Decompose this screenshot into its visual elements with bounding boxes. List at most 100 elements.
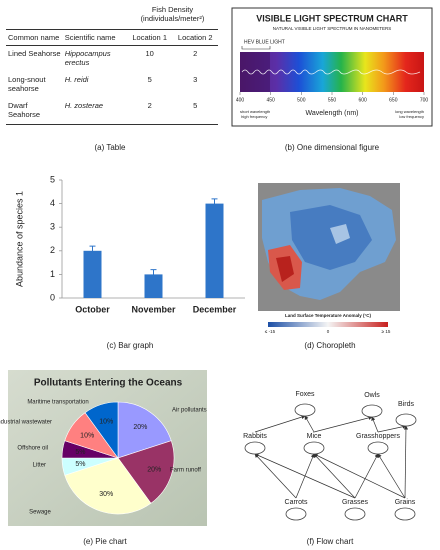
column-header: Common name	[6, 29, 63, 46]
data-table: Fish Density (individuals/meter²) Common…	[6, 2, 218, 125]
x-axis-label: Wavelength (nm)	[305, 110, 358, 117]
animal-sketch	[367, 441, 389, 455]
mild-region	[330, 224, 350, 244]
value-label: 20%	[147, 467, 161, 474]
group-header: Fish Density (individuals/meter²)	[140, 5, 205, 23]
bar	[144, 274, 163, 298]
cold-region	[290, 205, 372, 270]
arrow	[254, 453, 297, 499]
caption: (c) Bar graph	[107, 341, 154, 350]
slice-label: Litter	[33, 463, 46, 469]
value-label: 5%	[75, 461, 85, 468]
slice-label: Sewage	[29, 510, 51, 516]
y-tick-label: 4	[50, 198, 55, 208]
animal-sketch	[394, 507, 416, 521]
x-tick-label: 550	[328, 97, 337, 103]
caption: (a) Table	[95, 143, 127, 152]
x-tick-label: 650	[389, 97, 398, 103]
caption: (d) Choropleth	[304, 341, 355, 350]
animal-sketch	[244, 441, 266, 455]
cell: Long-snout seahorse	[8, 75, 46, 93]
note-line: short wavelength	[240, 109, 270, 114]
arrow	[313, 453, 356, 499]
node-label: Grasshoppers	[356, 433, 400, 440]
node-label: Carrots	[285, 499, 308, 506]
cell	[63, 2, 127, 30]
y-tick-label: 3	[50, 222, 55, 232]
band-label: HEV BLUE LIGHT	[244, 39, 285, 45]
cell: 2	[126, 98, 173, 125]
arrow	[254, 415, 306, 433]
map-legend-bar	[268, 322, 388, 327]
x-tick-label: 700	[420, 97, 429, 103]
x-tick-label: 500	[297, 97, 306, 103]
animal-sketch	[285, 507, 307, 521]
legend-label: ≥ 15	[382, 329, 391, 334]
cell: Lined Seahorse	[8, 49, 61, 58]
animal-sketch	[344, 507, 366, 521]
node-label: Foxes	[295, 391, 315, 398]
arrow	[313, 453, 406, 499]
pie-slice	[117, 440, 175, 504]
error-bar	[211, 198, 218, 209]
animal-sketch	[395, 413, 417, 427]
cell: H. zosterae	[62, 98, 127, 125]
slice-label: Offshore oil	[17, 446, 48, 452]
tbody: Fish Density (individuals/meter²) Common…	[6, 2, 218, 125]
node-label: Owls	[364, 392, 380, 399]
pie-slice	[117, 401, 172, 459]
table-row: Long-snout seahorse H. reidi 5 3	[6, 72, 218, 98]
pie-slice	[64, 457, 152, 515]
cell: 5	[172, 98, 218, 125]
error-bar	[89, 245, 96, 257]
legend-title: Land Surface Temperature Anomaly (°C)	[285, 313, 372, 318]
arrow	[254, 453, 356, 499]
x-tick-label: December	[193, 304, 237, 314]
hot-region	[276, 256, 294, 282]
legend-label: 0	[327, 329, 330, 334]
x-tick-label: November	[131, 304, 176, 314]
hev-bracket	[241, 46, 271, 50]
pie-slice	[84, 401, 119, 459]
column-header: Scientific name	[62, 29, 127, 46]
column-row: Common name Scientific name Location 1 L…	[6, 29, 218, 46]
arrow	[371, 416, 379, 433]
slice-label: Maritime transportation	[27, 400, 88, 406]
y-axis-label: Abundance of species 1	[14, 191, 24, 287]
value-label: 5%	[75, 449, 85, 456]
value-label: 30%	[99, 491, 113, 498]
arrow	[304, 415, 315, 433]
y-tick-label: 5	[50, 174, 55, 184]
y-tick-label: 2	[50, 245, 55, 255]
hev-zone	[240, 52, 270, 92]
animal-sketch	[294, 403, 316, 417]
x-tick-label: 600	[358, 97, 367, 103]
legend-label: ≤ -15	[265, 329, 276, 334]
arrow	[377, 424, 407, 433]
column-header: Location 1	[126, 29, 173, 46]
table-row: Lined Seahorse Hippocampus erectus 10 2	[6, 46, 218, 73]
y-tick-label: 0	[50, 292, 55, 302]
table: Fish Density (individuals/meter²) Common…	[6, 2, 218, 125]
cell: Dwarf Seahorse	[6, 98, 63, 125]
note-line: low frequency	[398, 114, 424, 119]
table-row: Dwarf Seahorse H. zosterae 2 5	[6, 98, 218, 125]
cell: 3	[193, 75, 198, 84]
cell: H. reidi	[64, 75, 89, 84]
cell: 5	[147, 75, 152, 84]
caption: (e) Pie chart	[83, 537, 127, 546]
node-label: Rabbits	[243, 433, 267, 440]
animal-sketch	[303, 441, 325, 455]
note-line: long wavelength	[395, 109, 424, 114]
cell: 10	[145, 49, 154, 58]
note-line: high frequency	[240, 114, 267, 119]
cell: Hippocampus erectus	[64, 49, 111, 67]
node-label: Grasses	[342, 499, 369, 506]
spectrum-title: VISIBLE LIGHT SPECTRUM CHART	[256, 13, 408, 23]
spectrum-subtitle: NATURAL VISIBLE LIGHT SPECTRUM IN NANOME…	[273, 26, 391, 31]
node-label: Mice	[307, 433, 322, 440]
spectrum-note: short wavelength high frequency	[240, 109, 270, 119]
arrow	[377, 453, 406, 499]
